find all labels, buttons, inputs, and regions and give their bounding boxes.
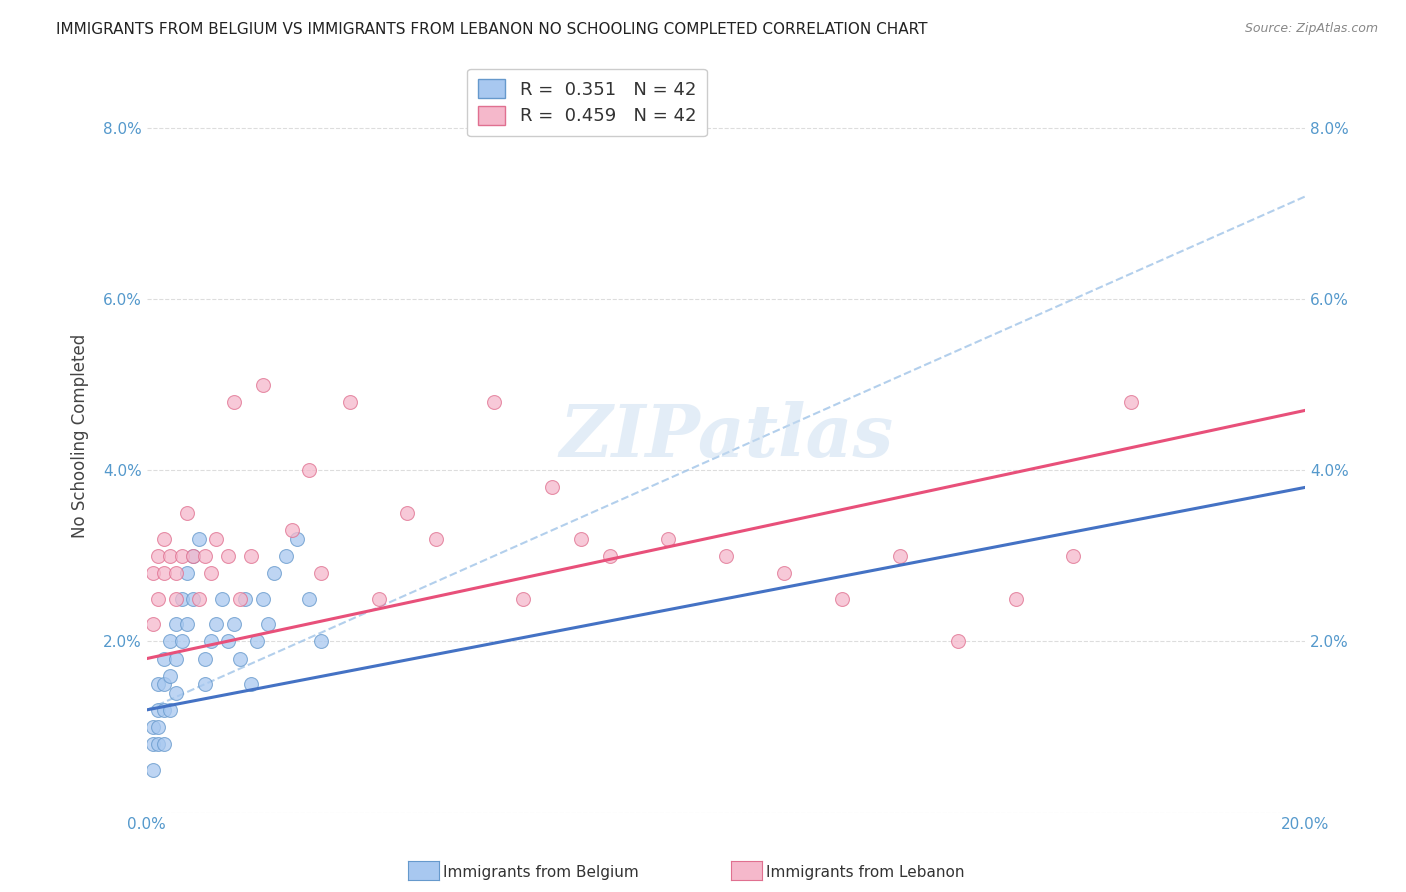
Point [148, 677, 170, 691]
Point [153, 566, 176, 580]
Point [569, 532, 592, 546]
Point [228, 651, 250, 665]
Point [142, 720, 165, 734]
Text: Immigrants from Belgium: Immigrants from Belgium [443, 865, 638, 880]
Point [657, 532, 679, 546]
Point [1062, 549, 1084, 563]
Point [228, 591, 250, 606]
Point [176, 506, 198, 520]
Point [889, 549, 911, 563]
Y-axis label: No Schooling Completed: No Schooling Completed [72, 334, 89, 538]
Point [176, 566, 198, 580]
Point [188, 532, 211, 546]
Point [205, 617, 228, 632]
Point [153, 677, 176, 691]
Text: Source: ZipAtlas.com: Source: ZipAtlas.com [1244, 22, 1378, 36]
Point [153, 703, 176, 717]
Text: Immigrants from Lebanon: Immigrants from Lebanon [766, 865, 965, 880]
Point [159, 549, 181, 563]
Point [367, 591, 389, 606]
Point [1004, 591, 1026, 606]
Point [831, 591, 853, 606]
Point [142, 737, 165, 751]
Point [176, 617, 198, 632]
Point [194, 651, 217, 665]
Point [142, 617, 165, 632]
Point [425, 532, 447, 546]
Point [200, 634, 222, 648]
Point [252, 377, 274, 392]
Point [153, 532, 176, 546]
Point [142, 763, 165, 777]
Point [181, 549, 204, 563]
Point [240, 549, 263, 563]
Point [274, 549, 297, 563]
Point [148, 737, 170, 751]
Point [159, 634, 181, 648]
Point [181, 549, 204, 563]
Point [1121, 394, 1143, 409]
Point [233, 591, 256, 606]
Point [165, 591, 187, 606]
Point [142, 566, 165, 580]
Point [181, 591, 204, 606]
Point [153, 737, 176, 751]
Point [309, 566, 332, 580]
Point [165, 686, 187, 700]
Point [194, 549, 217, 563]
Point [246, 634, 269, 648]
Point [252, 591, 274, 606]
Point [148, 703, 170, 717]
Point [165, 651, 187, 665]
Point [512, 591, 534, 606]
Point [257, 617, 280, 632]
Point [222, 617, 245, 632]
Point [396, 506, 419, 520]
Text: ZIPatlas: ZIPatlas [560, 401, 893, 472]
Point [148, 549, 170, 563]
Point [484, 394, 506, 409]
Point [309, 634, 332, 648]
Point [240, 677, 263, 691]
Point [170, 549, 193, 563]
Point [165, 566, 187, 580]
Point [946, 634, 969, 648]
Point [263, 566, 285, 580]
Point [773, 566, 796, 580]
Point [148, 591, 170, 606]
Point [205, 532, 228, 546]
Point [153, 651, 176, 665]
Point [298, 463, 321, 477]
Point [339, 394, 361, 409]
Point [165, 617, 187, 632]
Point [170, 591, 193, 606]
Point [159, 668, 181, 682]
Point [298, 591, 321, 606]
Text: IMMIGRANTS FROM BELGIUM VS IMMIGRANTS FROM LEBANON NO SCHOOLING COMPLETED CORREL: IMMIGRANTS FROM BELGIUM VS IMMIGRANTS FR… [56, 22, 928, 37]
Point [188, 591, 211, 606]
Point [541, 480, 564, 494]
Point [200, 566, 222, 580]
Point [148, 720, 170, 734]
Point [217, 549, 239, 563]
Point [217, 634, 239, 648]
Point [211, 591, 233, 606]
Point [222, 394, 245, 409]
Point [714, 549, 737, 563]
Point [599, 549, 621, 563]
Point [194, 677, 217, 691]
Point [287, 532, 309, 546]
Point [280, 523, 302, 537]
Legend: R =  0.351   N = 42, R =  0.459   N = 42: R = 0.351 N = 42, R = 0.459 N = 42 [467, 69, 707, 136]
Point [159, 703, 181, 717]
Point [170, 634, 193, 648]
